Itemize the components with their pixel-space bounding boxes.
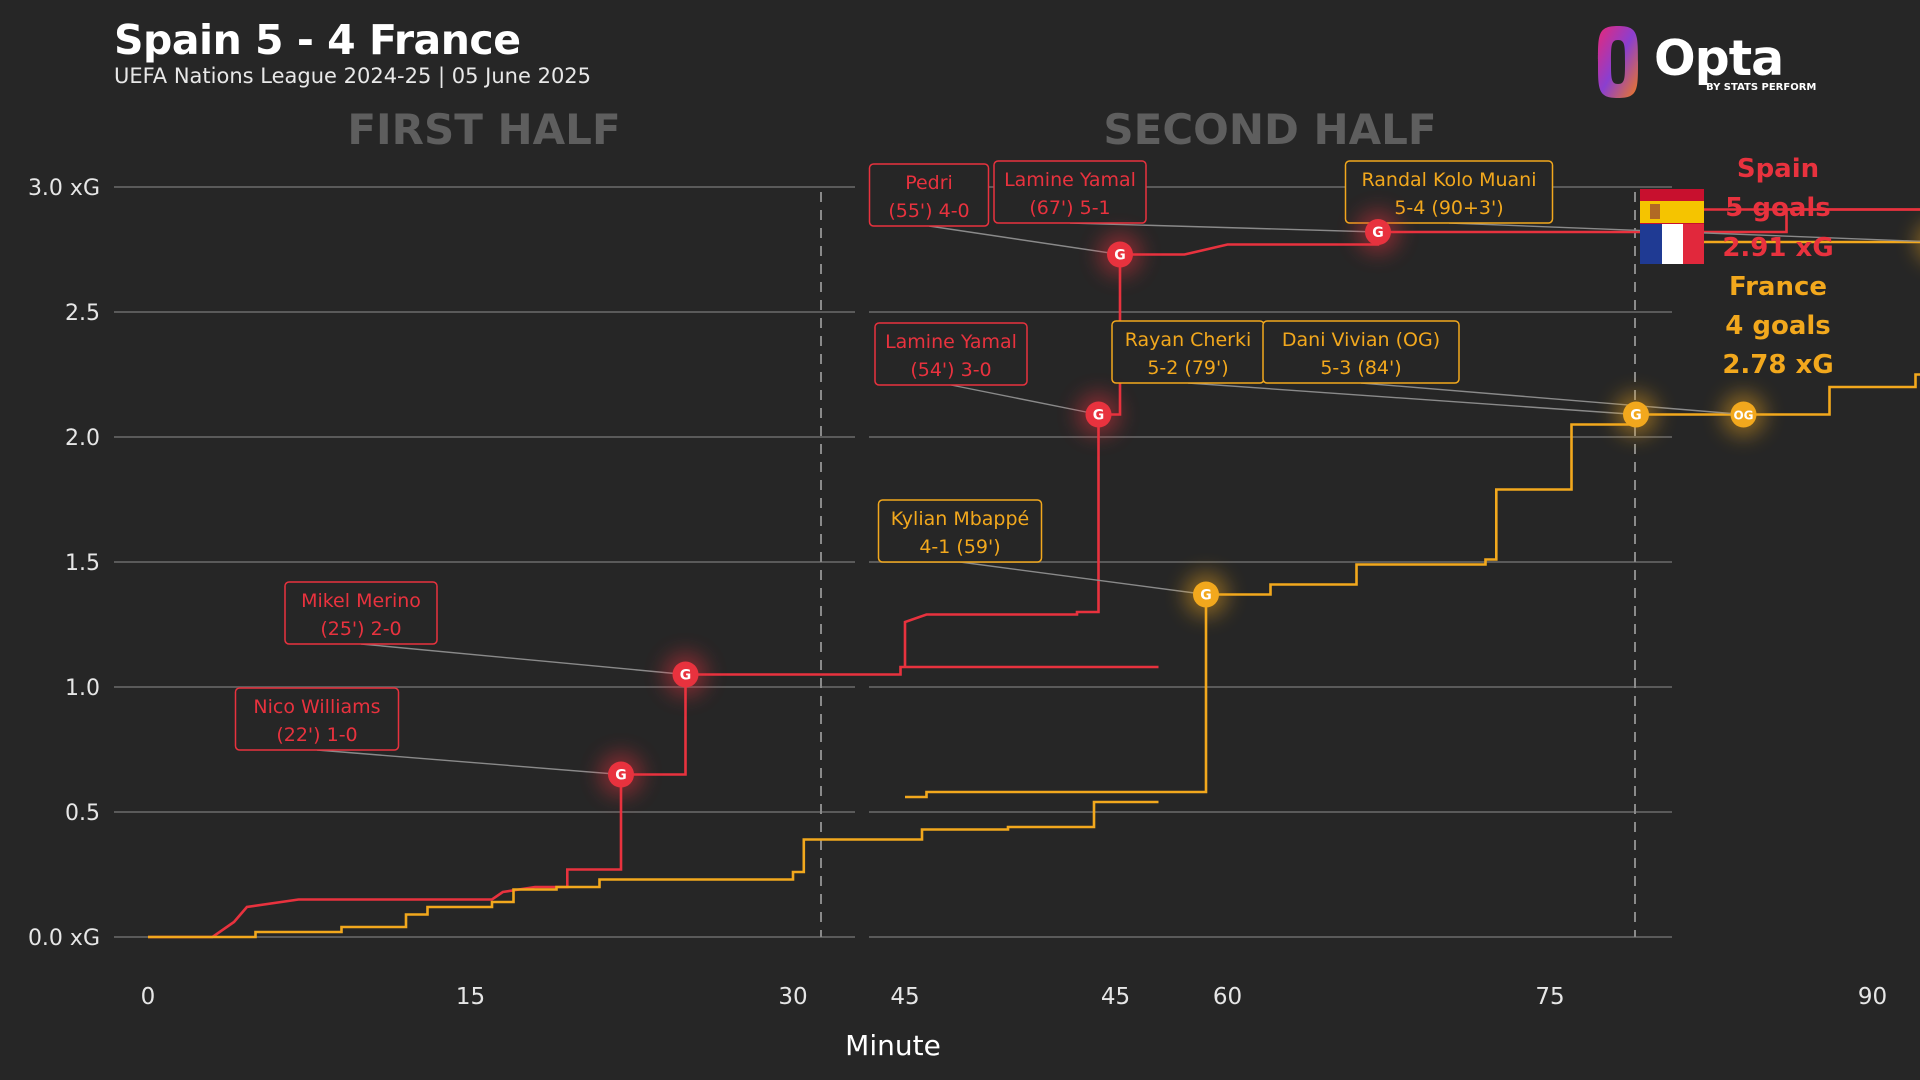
callout-connector (316, 749, 622, 776)
series-lines (148, 208, 1920, 939)
france-flag-red (1683, 224, 1704, 264)
france-summary-team: France (1728, 272, 1828, 302)
goal-marker (672, 661, 699, 688)
x-tick-label: 45 (890, 984, 919, 1010)
goal-callout-detail: 5-2 (79') (1147, 357, 1228, 379)
goal-callout-player: Pedri (905, 172, 953, 194)
france-summary-xg: 2.78 xG (1722, 350, 1834, 380)
goal-marker-label: G (1114, 248, 1126, 264)
france-flag-icon (1640, 224, 1662, 264)
goal-callout-player: Rayan Cherki (1125, 329, 1252, 351)
spain-coat-of-arms-icon (1650, 204, 1660, 219)
goal-marker (1730, 401, 1757, 428)
team-flags (1640, 189, 1704, 264)
callout-connector (928, 225, 1121, 256)
callout-connector (1187, 382, 1637, 416)
goal-callout-detail: (22') 1-0 (276, 724, 357, 746)
x-tick-label: 0 (141, 984, 156, 1010)
goal-callout-detail: (54') 3-0 (910, 359, 991, 381)
goal-marker (1193, 581, 1219, 608)
page-title: Spain 5 - 4 France (114, 16, 521, 64)
goal-callout-detail: (25') 2-0 (320, 618, 401, 640)
callout-connector (950, 384, 1099, 416)
opta-byline: BY STATS PERFORM (1706, 82, 1817, 93)
goal-callout-box (877, 499, 1043, 563)
y-tick-label: 1.0 (65, 676, 100, 701)
x-tick-label: 30 (778, 984, 807, 1010)
callout-connector (360, 643, 686, 676)
goal-marker-label: G (680, 668, 692, 684)
goal-marker-label: G (615, 768, 627, 784)
opta-logo-icon (1598, 26, 1638, 98)
goal-marker (1085, 401, 1112, 428)
france-flag-white (1662, 224, 1683, 264)
panel-label: FIRST HALF (347, 105, 620, 154)
spain-summary-team: Spain (1736, 154, 1820, 184)
y-tick-label: 2.0 (65, 426, 100, 451)
goal-callout-box (868, 163, 990, 227)
spain-summary-xg: 2.91 xG (1722, 233, 1834, 263)
goal-marker-glow (1915, 228, 1920, 256)
goal-markers: GGGGGGGOGG (599, 210, 1920, 797)
x-tick-label: 60 (1213, 984, 1242, 1010)
y-tick-label: 0.0 xG (28, 926, 100, 951)
axes: 0.0 xG 0.5 1.0 1.5 2.0 2.5 3.0 xG FIRST HALF 0 15… (28, 105, 1887, 1062)
callout-connector (959, 561, 1207, 596)
opta-wordmark: Opta (1654, 30, 1784, 87)
goal-callout-detail: 5-3 (84') (1320, 357, 1401, 379)
goal-marker-label: G (1630, 408, 1642, 424)
goal-callout-player: Lamine Yamal (1004, 169, 1136, 191)
goal-callout-box (1344, 160, 1554, 224)
callout-connector (1360, 382, 1744, 416)
goal-callout-player: Kylian Mbappé (891, 508, 1030, 530)
y-tick-label: 3.0 xG (28, 176, 100, 201)
callout-connector (1069, 222, 1379, 233)
goal-callout-player: Lamine Yamal (885, 331, 1017, 353)
goal-callout-box (284, 581, 438, 645)
goal-callout-player: Mikel Merino (301, 590, 421, 612)
goal-callout-player: Dani Vivian (OG) (1282, 329, 1440, 351)
x-axis-label: Minute (845, 1029, 941, 1062)
spain-xg-line-1 (148, 665, 1159, 939)
y-tick-label: 0.5 (65, 801, 100, 826)
page-subtitle: UEFA Nations League 2024-25 | 05 June 20… (114, 64, 592, 88)
goal-callout-player: Randal Kolo Muani (1362, 169, 1537, 191)
x-tick-label: 15 (456, 984, 485, 1010)
goal-marker-label: G (1200, 588, 1212, 604)
x-tick-label: 90 (1858, 984, 1887, 1010)
y-tick-label: 1.5 (65, 551, 100, 576)
x-tick-label: 75 (1535, 984, 1564, 1010)
spain-summary-goals: 5 goals (1725, 193, 1831, 223)
goal-marker-label: OG (1733, 409, 1753, 423)
france-summary-goals: 4 goals (1725, 311, 1831, 341)
y-tick-label: 2.5 (65, 301, 100, 326)
spain-flag-icon (1640, 189, 1704, 201)
goal-callout-box (234, 687, 400, 751)
goal-callout-box (993, 160, 1147, 224)
x-tick-label: 45 (1101, 984, 1130, 1010)
goal-marker (608, 761, 634, 788)
goal-callout-player: Nico Williams (253, 696, 380, 718)
goal-marker-label: G (1372, 225, 1384, 241)
goal-marker (1365, 219, 1391, 245)
goal-callout-box (1262, 320, 1460, 384)
goal-marker (1107, 241, 1133, 268)
france-xg-line-1 (148, 800, 1159, 939)
goal-marker (1623, 401, 1649, 428)
goal-callout-detail: (67') 5-1 (1029, 197, 1110, 219)
goal-callouts: Nico Williams (22') 1-0 Mikel Merino (25') … (234, 160, 1920, 776)
goal-callout-detail: (55') 4-0 (888, 200, 969, 222)
panel-label: SECOND HALF (1103, 105, 1436, 154)
goal-callout-detail: 5-4 (90+3') (1394, 197, 1503, 219)
goal-marker-label: G (1093, 408, 1105, 424)
goal-callout-detail: 4-1 (59') (919, 536, 1000, 558)
goal-callout-box (874, 322, 1028, 386)
